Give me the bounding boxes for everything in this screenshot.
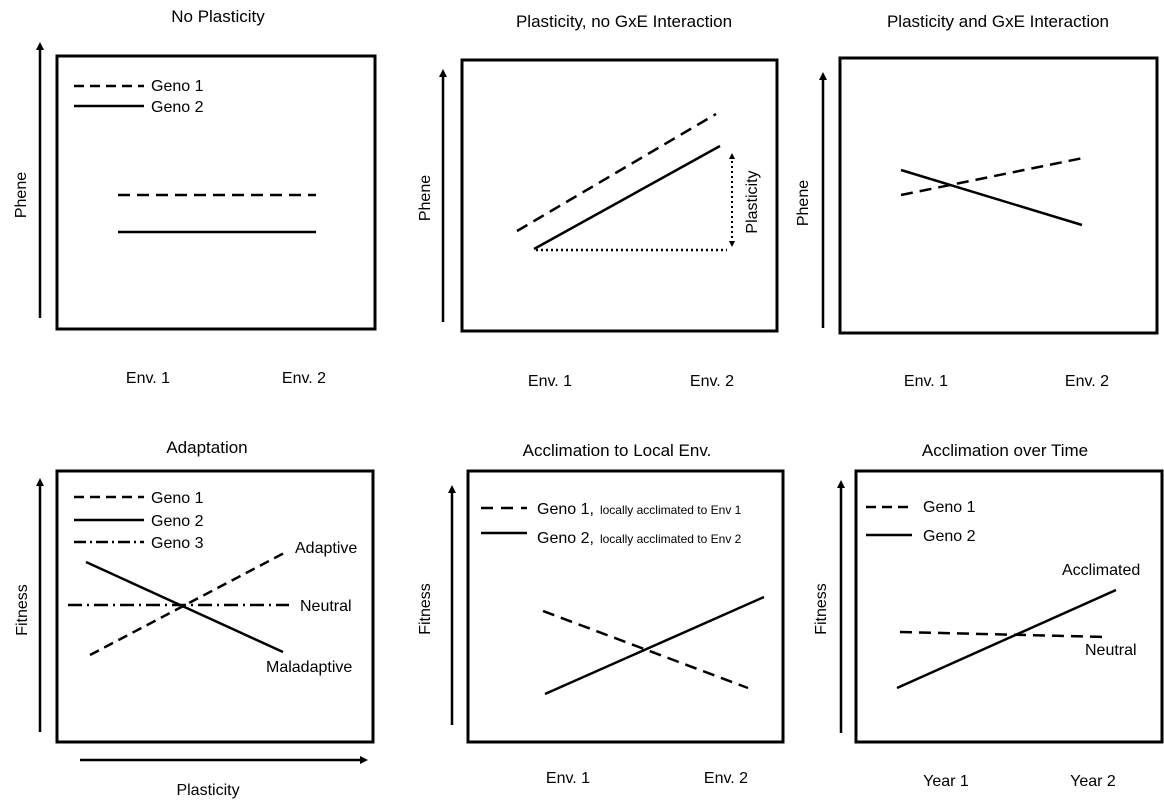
- legend-label-geno-1: Geno 1: [151, 490, 204, 507]
- y-axis-label: Phene: [417, 175, 434, 221]
- legend-label-geno-3: Geno 3: [151, 535, 204, 552]
- y-axis-label: Fitness: [417, 583, 434, 635]
- x-tick-env-1: Env. 1: [546, 770, 590, 787]
- x-tick-env-2: Env. 2: [704, 770, 748, 787]
- annotation-neutral: Neutral: [1085, 642, 1137, 659]
- legend-label-geno-2: Geno 2: [151, 513, 204, 530]
- plot-frame: [854, 469, 1164, 744]
- annotation-neutral: Neutral: [300, 598, 352, 615]
- panel-title: Adaptation: [166, 438, 247, 457]
- plot-frame: [55, 54, 377, 331]
- legend-label-geno-2: Geno 2, locally acclimated to Env 2: [537, 530, 742, 547]
- x-tick-year-1: Year 1: [923, 773, 969, 790]
- x-tick-env-1: Env. 1: [904, 373, 948, 390]
- x-tick-env-2: Env. 2: [1065, 373, 1109, 390]
- series-geno-1: [899, 630, 1109, 639]
- x-tick-env-1: Env. 1: [126, 370, 170, 387]
- panel-adaptation: Adaptation Fitness Geno 1 Geno 2 Geno 3 …: [14, 438, 375, 799]
- series-geno-1: [900, 156, 1084, 197]
- series-geno-1: [89, 549, 289, 657]
- legend-label-geno-1: Geno 1, locally acclimated to Env 1: [537, 501, 742, 518]
- panel-title: Acclimation over Time: [922, 441, 1088, 460]
- x-tick-env-2: Env. 2: [690, 373, 734, 390]
- panel-title: Acclimation to Local Env.: [523, 441, 712, 460]
- panel-title: Plasticity and GxE Interaction: [887, 12, 1109, 31]
- plot-frame: [838, 56, 1159, 335]
- y-axis-label: Phene: [13, 172, 30, 218]
- panel-plasticity-gxe: Plasticity and GxE Interaction Phene Env…: [795, 12, 1159, 390]
- annotation-maladaptive: Maladaptive: [266, 659, 352, 676]
- legend-geno-1-note: locally acclimated to Env 1: [600, 503, 742, 517]
- legend-label-geno-1: Geno 1: [151, 78, 204, 95]
- series-geno-2: [900, 168, 1083, 227]
- annotation-adaptive: Adaptive: [295, 540, 357, 557]
- plot-frame: [460, 58, 779, 333]
- y-axis-label: Phene: [795, 180, 812, 226]
- legend-label-geno-1: Geno 1: [923, 499, 976, 516]
- series-geno-2: [544, 595, 765, 696]
- series-geno-1: [542, 609, 749, 690]
- x-tick-year-2: Year 2: [1070, 773, 1116, 790]
- plot-frame: [466, 469, 785, 744]
- y-axis-label: Fitness: [813, 583, 830, 635]
- panel-acclimation-local-env: Acclimation to Local Env. Fitness Geno 1…: [417, 441, 785, 787]
- x-axis-label: Plasticity: [176, 782, 239, 799]
- panel-acclimation-over-time: Acclimation over Time Fitness Geno 1 Gen…: [813, 441, 1164, 790]
- x-tick-env-1: Env. 1: [528, 373, 572, 390]
- legend-label-geno-2: Geno 2: [923, 528, 976, 545]
- series-geno-2: [533, 144, 721, 251]
- plot-frame: [55, 469, 375, 744]
- plasticity-annotation: Plasticity: [744, 170, 761, 233]
- series-geno-1: [516, 112, 717, 233]
- annotation-acclimated: Acclimated: [1062, 562, 1140, 579]
- panel-plasticity-no-gxe: Plasticity, no GxE Interaction Phene Pla…: [417, 12, 779, 390]
- series-geno-2: [896, 588, 1117, 690]
- x-tick-env-2: Env. 2: [282, 370, 326, 387]
- legend-geno-2-note: locally acclimated to Env 2: [600, 532, 742, 546]
- panel-title: No Plasticity: [171, 7, 265, 26]
- y-axis-label: Fitness: [14, 584, 31, 636]
- panel-title: Plasticity, no GxE Interaction: [516, 12, 732, 31]
- panel-no-plasticity: No Plasticity Phene Geno 1 Geno 2 Env. 1…: [13, 7, 377, 387]
- legend-geno-1-name: Geno 1,: [537, 501, 594, 518]
- legend-label-geno-2: Geno 2: [151, 99, 204, 116]
- series-geno-2: [85, 560, 284, 654]
- legend-geno-2-name: Geno 2,: [537, 530, 594, 547]
